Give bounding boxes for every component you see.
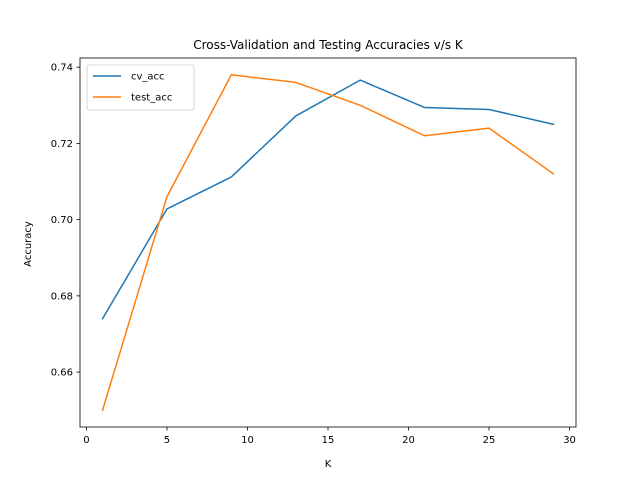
legend: cv_acc test_acc	[86, 64, 195, 111]
x-tick-label: 30	[563, 435, 576, 446]
y-tick-label: 0.68	[51, 291, 73, 302]
x-tick-label: 15	[322, 435, 335, 446]
x-tick-label: 0	[83, 435, 89, 446]
y-tick-label: 0.72	[51, 139, 73, 150]
axes-frame	[79, 57, 577, 428]
chart-title: Cross-Validation and Testing Accuracies …	[193, 38, 464, 52]
series-line-test_acc	[101, 74, 555, 412]
legend-label-cv_acc: cv_acc	[131, 72, 165, 83]
x-tick-label: 10	[241, 435, 254, 446]
x-axis-label: K	[325, 459, 332, 470]
plot-area: 0 5 10 15 20 25 30 0.66 0.68 0.70 0.72 0.74	[51, 57, 577, 446]
y-tick-label: 0.74	[51, 63, 73, 74]
series-line-cv_acc	[101, 79, 555, 320]
y-tick-label: 0.70	[51, 215, 73, 226]
x-tick-label: 5	[164, 435, 170, 446]
x-tick-label: 20	[402, 435, 415, 446]
x-tick-label: 25	[483, 435, 496, 446]
y-tick-label: 0.66	[51, 368, 73, 379]
legend-label-test_acc: test_acc	[131, 93, 172, 104]
y-axis-label: Accuracy	[23, 221, 34, 267]
